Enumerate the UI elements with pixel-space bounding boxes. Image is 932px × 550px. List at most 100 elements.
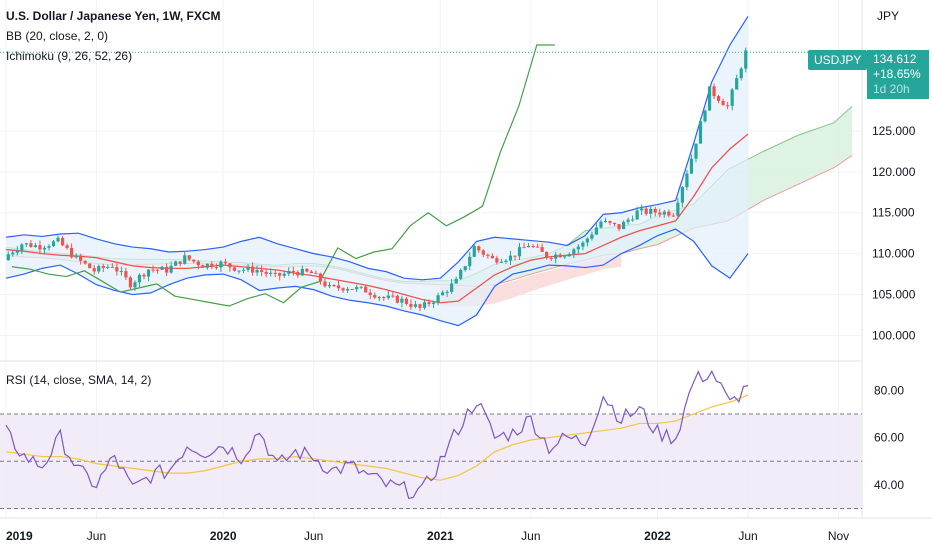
candle-body[interactable] [698,121,703,144]
candle-body[interactable] [60,237,65,246]
candle-body[interactable] [744,50,748,69]
candle-body[interactable] [119,271,123,273]
candle-body[interactable] [255,270,259,273]
candle-body[interactable] [694,143,698,159]
candle-body[interactable] [345,289,350,291]
candle-body[interactable] [88,263,92,269]
candle-body[interactable] [79,255,83,261]
candle-body[interactable] [341,288,345,291]
candle-body[interactable] [631,219,635,221]
candle-body[interactable] [680,187,684,203]
candle-body[interactable] [703,110,707,122]
candle-body[interactable] [667,211,671,216]
candle-body[interactable] [454,278,458,284]
candle-body[interactable] [29,243,33,247]
candle-body[interactable] [205,263,209,268]
candle-body[interactable] [24,243,28,245]
candle-body[interactable] [572,249,576,255]
candle-body[interactable] [336,285,341,289]
candle-body[interactable] [649,208,653,214]
candle-body[interactable] [404,298,409,304]
candle-body[interactable] [314,273,318,275]
candle-body[interactable] [526,246,531,248]
candle-body[interactable] [97,266,101,272]
candle-body[interactable] [640,208,644,211]
candle-body[interactable] [373,295,377,298]
candle-body[interactable] [300,268,304,276]
candle-body[interactable] [305,268,309,272]
candle-body[interactable] [110,266,114,268]
candle-body[interactable] [241,269,246,271]
candle-body[interactable] [291,271,295,273]
candle-body[interactable] [422,302,427,308]
candle-body[interactable] [115,267,119,272]
candle-body[interactable] [386,295,390,298]
candle-body[interactable] [436,295,440,303]
candle-body[interactable] [508,255,513,261]
candle-body[interactable] [726,105,730,107]
candle-body[interactable] [11,252,15,255]
candle-body[interactable] [644,208,648,214]
candle-body[interactable] [232,267,237,271]
candle-body[interactable] [364,286,368,293]
candle-body[interactable] [391,295,395,297]
candle-body[interactable] [169,265,173,273]
candle-body[interactable] [187,255,191,260]
candle-body[interactable] [504,260,508,262]
candle-body[interactable] [599,221,603,228]
candle-body[interactable] [626,219,630,222]
candle-body[interactable] [124,271,128,278]
candle-body[interactable] [612,222,617,225]
candle-body[interactable] [237,270,241,272]
candle-body[interactable] [716,96,721,101]
candle-body[interactable] [635,210,639,220]
candle-body[interactable] [581,242,585,247]
candle-body[interactable] [83,260,87,264]
candle-body[interactable] [653,208,657,213]
bb-legend[interactable]: BB (20, close, 2, 0) [6,29,109,43]
candle-body[interactable] [567,254,571,257]
rsi-legend[interactable]: RSI (14, close, SMA, 14, 2) [6,373,152,387]
candle-body[interactable] [621,221,626,230]
candle-body[interactable] [499,261,504,263]
candle-body[interactable] [201,265,205,268]
candle-body[interactable] [676,202,680,216]
candle-body[interactable] [214,267,218,269]
candle-body[interactable] [549,257,553,259]
candle-body[interactable] [278,272,282,276]
candle-body[interactable] [282,273,286,276]
candle-body[interactable] [183,255,187,264]
candle-body[interactable] [269,272,273,274]
candle-body[interactable] [273,272,277,274]
candle-body[interactable] [137,274,142,283]
candle-body[interactable] [689,158,694,174]
candlesticks[interactable] [0,47,862,312]
candle-body[interactable] [707,86,712,111]
candle-body[interactable] [517,247,522,257]
candle-body[interactable] [459,270,463,279]
candle-body[interactable] [106,266,110,268]
candle-body[interactable] [576,246,580,250]
candle-body[interactable] [658,212,662,215]
candle-body[interactable] [355,287,359,290]
candle-body[interactable] [210,263,214,268]
candle-body[interactable] [287,271,291,274]
rsi-pane[interactable] [0,369,862,510]
candle-body[interactable] [608,221,612,223]
candle-body[interactable] [65,245,69,248]
candle-body[interactable] [409,303,413,307]
candle-body[interactable] [662,211,666,215]
candle-body[interactable] [685,173,689,188]
candle-body[interactable] [671,215,675,217]
candle-body[interactable] [228,263,232,268]
candle-body[interactable] [250,266,255,273]
candle-body[interactable] [418,304,422,308]
candle-body[interactable] [413,304,418,307]
candle-body[interactable] [350,289,354,291]
candle-body[interactable] [155,269,160,271]
candle-body[interactable] [196,261,200,266]
candle-body[interactable] [332,284,336,286]
candle-body[interactable] [477,246,481,251]
candle-body[interactable] [359,286,363,288]
candle-body[interactable] [160,266,164,270]
